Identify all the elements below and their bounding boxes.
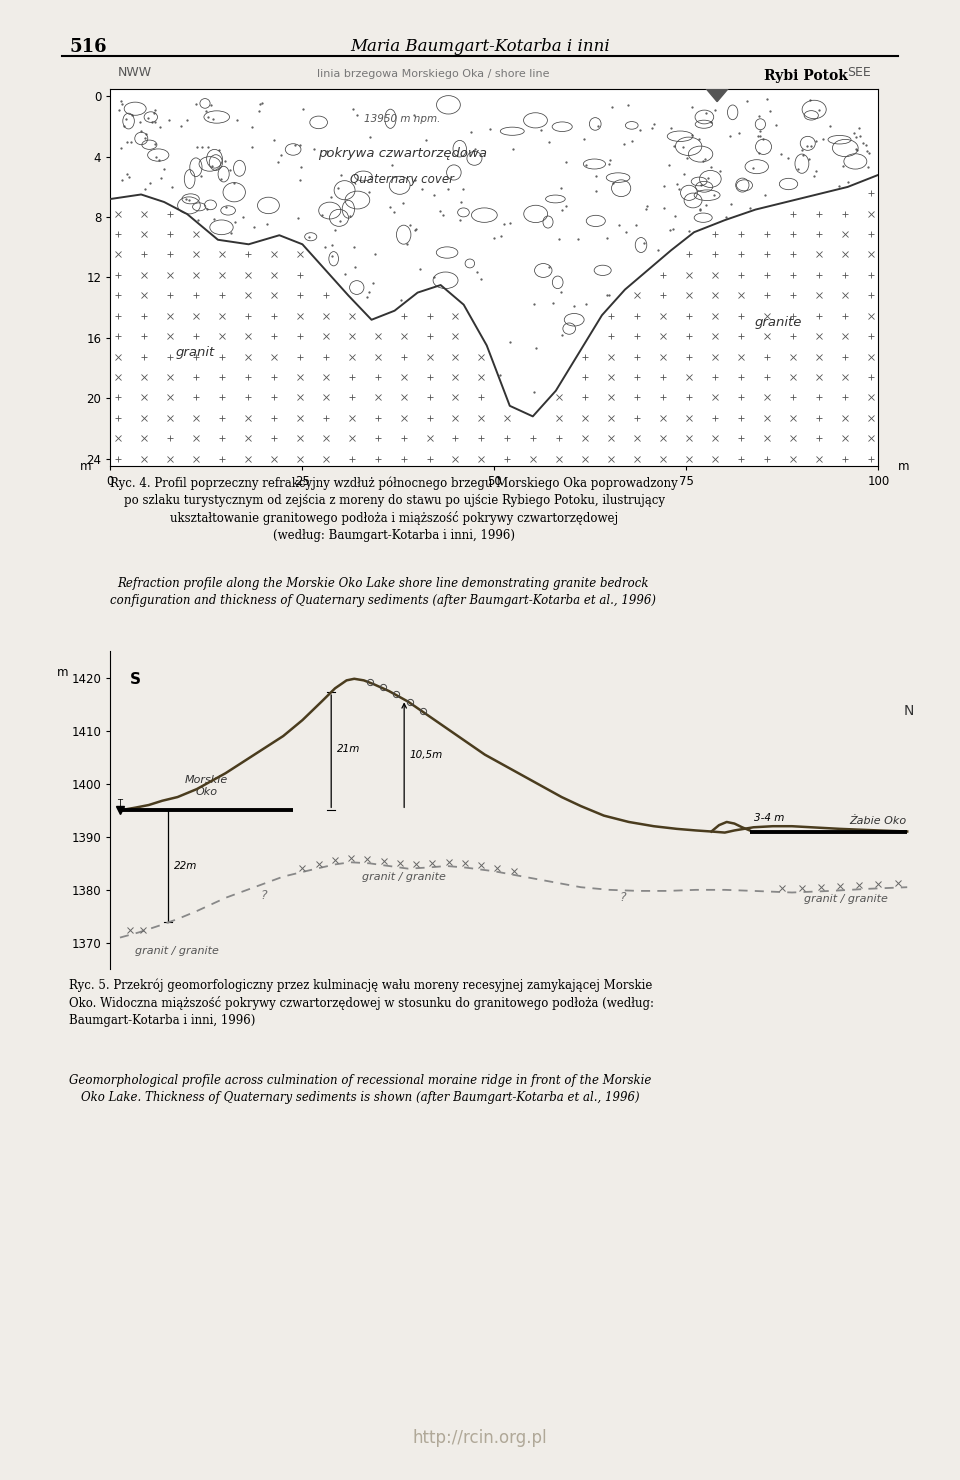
Text: granit: granit [176, 346, 214, 360]
Text: ?: ? [261, 888, 267, 901]
Text: Refraction profile along the Morskie Oko Lake shore line demonstrating granite b: Refraction profile along the Morskie Oko… [110, 577, 657, 607]
Polygon shape [706, 87, 729, 102]
Text: 10,5m: 10,5m [410, 750, 444, 759]
Text: 516: 516 [69, 38, 107, 56]
Text: 21m: 21m [337, 743, 360, 753]
Text: pokrywa czwartorzędowa: pokrywa czwartorzędowa [318, 147, 487, 160]
Text: granite: granite [755, 317, 803, 329]
Text: granit / granite: granit / granite [804, 894, 888, 904]
Text: Ryc. 5. Przekrój geomorfologiczny przez kulminację wału moreny recesyjnej zamyka: Ryc. 5. Przekrój geomorfologiczny przez … [69, 978, 654, 1027]
Text: 3-4 m: 3-4 m [754, 813, 784, 823]
Text: granit / granite: granit / granite [362, 872, 446, 882]
Text: 22m: 22m [174, 861, 197, 872]
Text: Maria Baumgart-Kotarba i inni: Maria Baumgart-Kotarba i inni [350, 38, 610, 55]
Text: T: T [117, 799, 123, 808]
Text: Ryc. 4. Profil poprzeczny refrakcyjny wzdłuż północnego brzegu Morskiego Oka pop: Ryc. 4. Profil poprzeczny refrakcyjny wz… [110, 477, 678, 543]
Text: http://rcin.org.pl: http://rcin.org.pl [413, 1430, 547, 1447]
Text: m: m [57, 666, 68, 679]
Text: 13950 m npm.: 13950 m npm. [364, 114, 441, 124]
Text: m: m [80, 460, 91, 472]
Text: Rybi Potok: Rybi Potok [764, 70, 849, 83]
Text: ?: ? [620, 891, 626, 904]
Text: SEE: SEE [847, 67, 871, 80]
Text: Geomorphological profile across culmination of recessional moraine ridge in fron: Geomorphological profile across culminat… [69, 1074, 652, 1104]
Text: Morskie
Oko: Morskie Oko [184, 776, 228, 798]
Text: S: S [130, 672, 140, 687]
Text: N: N [903, 704, 914, 718]
Text: m: m [898, 460, 909, 472]
Text: Żabie Oko: Żabie Oko [850, 815, 907, 826]
Text: NWW: NWW [118, 67, 153, 80]
Text: Quaternary cover: Quaternary cover [350, 173, 454, 186]
Text: granit / granite: granit / granite [135, 946, 219, 956]
Text: linia brzegowa Morskiego Oka / shore line: linia brzegowa Morskiego Oka / shore lin… [317, 70, 549, 80]
